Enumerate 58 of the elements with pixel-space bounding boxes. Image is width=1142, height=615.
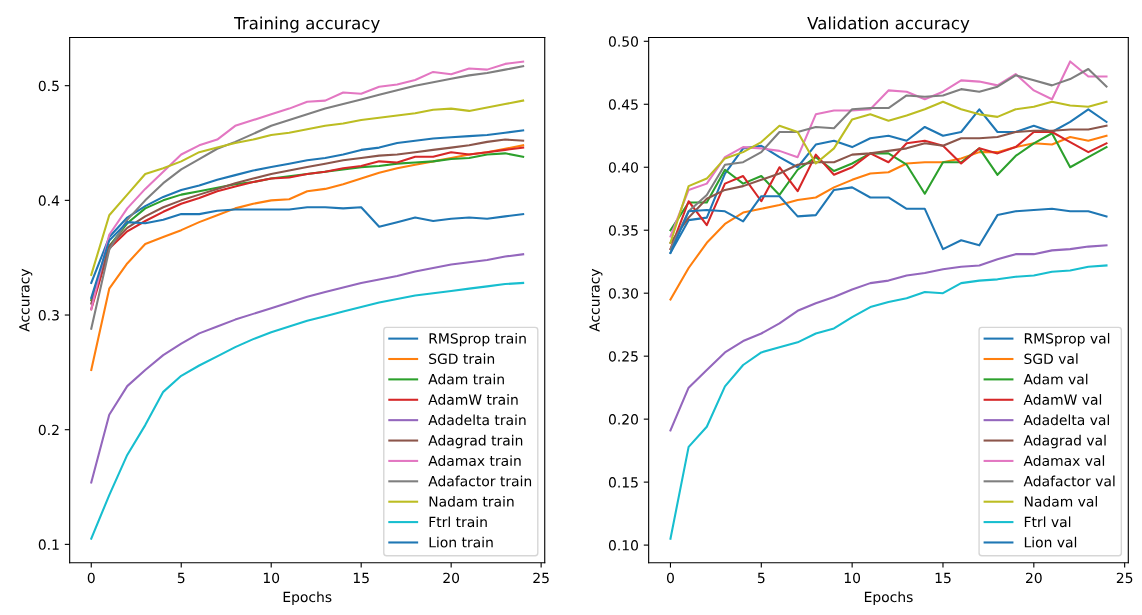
x-tick-label: 0 — [666, 572, 674, 584]
legend-label: AdamW train — [428, 394, 518, 405]
legend-label: Nadam val — [1024, 496, 1097, 507]
y-tick-label: 0.50 — [608, 36, 639, 47]
x-tick-label: 5 — [177, 572, 185, 584]
line-series — [90, 144, 525, 372]
line-series — [90, 99, 525, 276]
legend-label: Adamax val — [1023, 455, 1105, 466]
legend-label: Lion train — [429, 536, 493, 548]
line-series — [669, 244, 1108, 432]
y-tick-label: 0.1 — [38, 539, 59, 550]
legend-label: Adam train — [428, 373, 504, 385]
line-series — [669, 132, 1108, 232]
x-tick-label: 25 — [533, 572, 549, 584]
y-tick-label: 0.2 — [38, 424, 59, 436]
x-tick-label: 15 — [353, 572, 369, 584]
y-tick-label: 0.10 — [608, 540, 639, 551]
x-tick-label: 15 — [935, 572, 951, 584]
legend-label: RMSprop train — [429, 332, 526, 347]
legend-label: Lion val — [1024, 536, 1077, 548]
legend-label: Adagrad train — [428, 434, 523, 449]
legend-label: Adamax train — [428, 455, 521, 466]
chart-title: Validation accuracy — [807, 16, 970, 33]
y-tick-label: 0.20 — [608, 414, 639, 425]
y-axis-title: Accuracy — [589, 268, 603, 332]
y-tick-label: 0.15 — [608, 477, 638, 488]
legend-label: Adadelta val — [1023, 414, 1109, 426]
x-tick-label: 10 — [844, 572, 861, 584]
x-tick-label: 10 — [263, 572, 280, 584]
legend-label: SGD train — [429, 353, 495, 365]
y-tick-label: 0.5 — [38, 80, 59, 92]
legend-label: Adafactor val — [1023, 475, 1115, 487]
x-tick-label: 20 — [1026, 572, 1042, 584]
legend-label: AdamW val — [1023, 394, 1102, 405]
x-tick-label: 25 — [1116, 572, 1133, 584]
x-tick-label: 5 — [757, 572, 765, 584]
y-tick-label: 0.45 — [608, 99, 638, 110]
x-tick-label: 0 — [87, 572, 95, 584]
x-axis-title: Epochs — [283, 591, 332, 605]
y-axis-title: Accuracy — [19, 268, 33, 332]
legend-label: SGD val — [1024, 353, 1078, 365]
y-tick-label: 0.35 — [608, 225, 638, 236]
y-tick-label: 0.40 — [608, 162, 639, 173]
legend-label: Adadelta train — [428, 414, 526, 426]
y-tick-label: 0.25 — [608, 351, 638, 362]
y-tick-label: 0.30 — [608, 288, 639, 299]
x-tick-label: 20 — [443, 572, 460, 584]
legend-label: Adagrad val — [1023, 434, 1106, 449]
legend-label: Adam val — [1023, 373, 1088, 385]
x-axis-title: Epochs — [864, 591, 913, 605]
legend-label: Adafactor train — [428, 475, 532, 487]
legend-label: RMSprop val — [1024, 332, 1110, 347]
y-tick-label: 0.4 — [38, 195, 60, 206]
legend-label: Ftrl val — [1024, 516, 1071, 528]
legend-label: Nadam train — [429, 496, 514, 507]
legend-label: Ftrl train — [429, 516, 487, 528]
chart-title: Training accuracy — [234, 16, 380, 33]
y-tick-label: 0.3 — [38, 310, 59, 321]
